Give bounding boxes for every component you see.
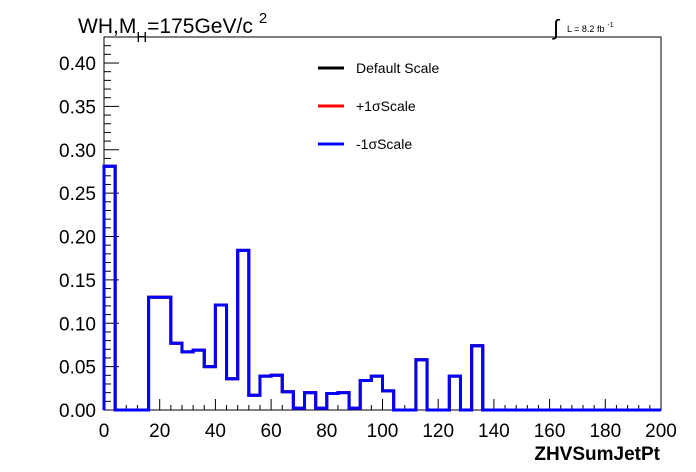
y-tick-label: 0.05 — [59, 358, 96, 379]
legend-label: Default Scale — [356, 60, 439, 76]
luminosity-label: ∫ L = 8.2 fb -1 — [551, 15, 614, 40]
x-tick-label: 200 — [645, 421, 677, 442]
luminosity-text: L = 8.2 fb -1 — [567, 22, 614, 34]
integral-symbol: ∫ — [551, 15, 561, 40]
x-tick-label: 120 — [422, 421, 454, 442]
chart-title-rest: =175GeV/c — [147, 15, 253, 38]
x-axis-label: ZHVSumJetPt — [534, 444, 660, 465]
y-tick-label: 0.35 — [59, 97, 96, 118]
luminosity-value: L = 8.2 fb — [567, 24, 604, 34]
x-tick-label: 40 — [205, 421, 226, 442]
y-tick-label: 0.15 — [59, 271, 96, 292]
chart-title-superscript: 2 — [259, 10, 267, 27]
x-tick-label: 60 — [261, 421, 282, 442]
x-tick-label: 20 — [149, 421, 170, 442]
chart-title-subscript: H — [136, 29, 147, 46]
legend: Default Scale +1σScale -1σScale — [318, 60, 439, 152]
chart-title-main: WH,M — [78, 15, 136, 38]
luminosity-superscript: -1 — [607, 22, 613, 29]
x-tick-label: 140 — [478, 421, 510, 442]
x-tick-label: 0 — [99, 421, 110, 442]
series-layer — [102, 164, 661, 412]
y-tick-label: 0.30 — [59, 141, 96, 162]
y-tick-label: 0.40 — [59, 54, 96, 75]
axis-tick-labels: 0 20 40 60 80 100 120 140 160 180 200 0.00 0.05 0.10 0… — [59, 54, 677, 442]
legend-label: -1σScale — [356, 136, 412, 152]
chart-title: WH,MH=175GeV/c 2 — [78, 10, 267, 46]
legend-label: +1σScale — [356, 98, 416, 114]
x-tick-label: 160 — [534, 421, 566, 442]
x-tick-label: 100 — [367, 421, 399, 442]
series-line-2 — [102, 164, 661, 412]
y-tick-label: 0.00 — [59, 401, 96, 422]
x-tick-label: 180 — [589, 421, 621, 442]
y-tick-label: 0.10 — [59, 314, 96, 335]
x-tick-label: 80 — [316, 421, 337, 442]
y-tick-label: 0.25 — [59, 184, 96, 205]
y-tick-label: 0.20 — [59, 228, 96, 249]
